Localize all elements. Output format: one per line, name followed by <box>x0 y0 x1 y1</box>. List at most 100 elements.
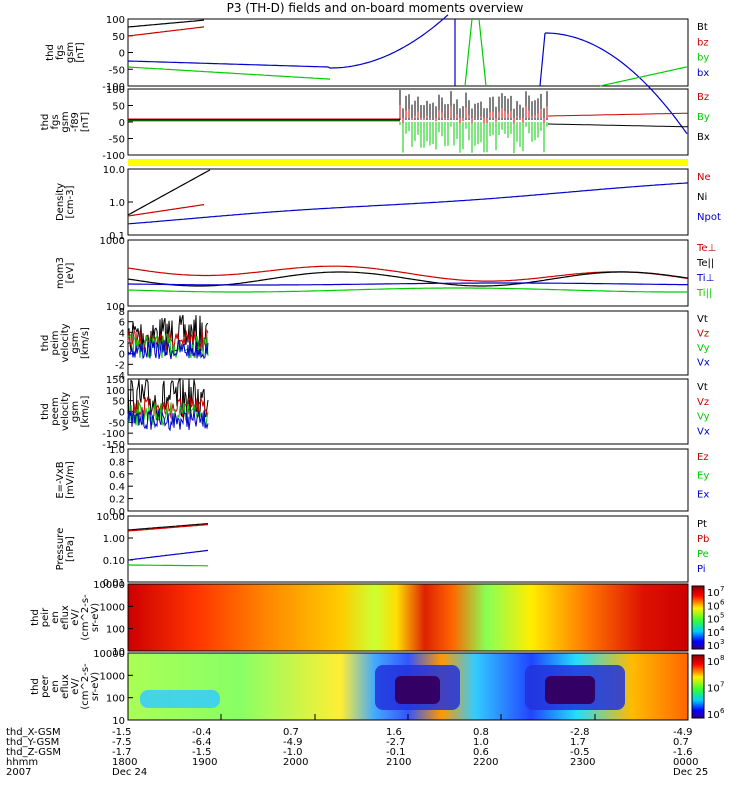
y-tick-label: 100 <box>106 15 125 26</box>
bottom-axis-value: 2100 <box>386 757 412 768</box>
y-tick-label: -100 <box>102 151 125 162</box>
y-tick-label: 10.00 <box>96 512 125 523</box>
y-axis-label: fgs <box>50 114 61 129</box>
legend-npot: Npot <box>697 212 721 223</box>
legend-ti: Ti|| <box>696 288 712 299</box>
bottom-axis-value: -0.5 <box>570 747 590 758</box>
legend-bz: Bz <box>697 92 709 103</box>
bottom-axis-value: 2300 <box>570 757 596 768</box>
y-axis-label: E=-VxB <box>55 461 66 498</box>
bottom-row-label: thd_Y-GSM <box>6 737 60 748</box>
y-axis-label: peer <box>40 674 51 698</box>
bx-line <box>127 14 449 69</box>
page-title: P3 (TH-D) fields and on-board moments ov… <box>226 1 524 15</box>
y-tick-label: 0.01 <box>103 578 125 589</box>
by-line-2 <box>599 66 689 87</box>
y-tick-label: -50 <box>109 65 125 76</box>
quality-flag-bar <box>128 159 688 166</box>
bottom-axis-value: -2.7 <box>386 737 406 748</box>
ti-par-line <box>127 287 688 293</box>
colorbar <box>691 654 705 719</box>
legend-bz: bz <box>697 37 709 48</box>
panel-frame <box>127 310 689 376</box>
y-tick-label: 1.0 <box>109 198 125 209</box>
colorbar-exponent: 6 <box>720 707 725 715</box>
panel-frame <box>127 583 689 652</box>
ni-line <box>127 169 211 216</box>
velocity-noise-i <box>127 339 209 360</box>
y-tick-label: 6 <box>119 318 125 329</box>
y-tick-label: 10.0 <box>103 165 125 176</box>
legend-ey: Ey <box>697 471 709 482</box>
y-axis-label: Density <box>55 183 66 221</box>
legend-vx: Vx <box>697 426 710 437</box>
y-axis-label: [nT] <box>80 112 91 132</box>
y-tick-label: -100 <box>102 429 125 440</box>
y-tick-label: 1.00 <box>103 534 125 545</box>
bottom-axis-value: 0.8 <box>473 727 489 738</box>
legend-ex: Ex <box>697 489 709 500</box>
y-tick-label: 0 <box>119 408 125 419</box>
bottom-row-label: thd_Z-GSM <box>6 747 61 758</box>
panel-frame <box>127 448 689 512</box>
legend-bx: Bx <box>697 132 710 143</box>
legend-vx: Vx <box>697 358 710 369</box>
y-axis-label: sr-eV) <box>90 603 101 632</box>
y-tick-label: 10 <box>112 716 125 727</box>
y-axis-label: [km/s] <box>80 327 91 359</box>
pe-line <box>128 564 208 567</box>
bz2-tail <box>548 112 688 117</box>
y-tick-label: 0 <box>119 49 125 60</box>
panel-5 <box>127 310 689 376</box>
y-axis-label: thd <box>30 609 41 626</box>
y-tick-label: 8 <box>119 307 125 318</box>
y-axis-label: [km/s] <box>80 395 91 427</box>
y-tick-label: 0.10 <box>103 556 125 567</box>
panel-8 <box>127 515 689 583</box>
legend-vz: Vz <box>697 329 709 340</box>
colorbar-exponent: 5 <box>720 612 724 620</box>
legend-pe: Pe <box>697 549 709 560</box>
bottom-axis-value: 1900 <box>192 757 218 768</box>
y-axis-label: (cm^2-s- <box>80 663 91 710</box>
panel-frame <box>127 515 689 583</box>
bottom-axis-value: 1.7 <box>570 737 586 748</box>
y-tick-label: 50 <box>112 397 125 408</box>
bt-line <box>127 19 205 28</box>
legend-te: Te|| <box>696 258 714 269</box>
pb-line <box>127 524 209 532</box>
y-tick-label: 100 <box>106 386 125 397</box>
y-axis-label: Pressure <box>55 528 66 571</box>
y-axis-label: [nPa] <box>65 536 76 562</box>
legend-te: Te⊥ <box>696 243 716 254</box>
colorbar-exponent: 7 <box>720 681 724 689</box>
y-tick-label: 0 <box>119 118 125 129</box>
y-tick-label: 10000 <box>93 649 125 660</box>
y-tick-label: 100 <box>106 85 125 96</box>
legend-bx: bx <box>697 68 709 79</box>
y-axis-label: eflux <box>60 605 71 630</box>
velocity-noise-e <box>127 408 209 432</box>
legend-pb: Pb <box>697 534 709 545</box>
bottom-axis-value: 2000 <box>283 757 309 768</box>
legend-bt: Bt <box>697 22 708 33</box>
bottom-row-label: 2007 <box>6 767 32 778</box>
y-axis-label: velocity <box>60 323 71 362</box>
bottom-axis-value: -0.4 <box>192 727 212 738</box>
y-tick-label: 2 <box>119 339 125 350</box>
y-axis-label: peim <box>50 330 61 355</box>
y-axis-label: en <box>50 680 61 693</box>
spectrogram <box>128 584 688 651</box>
legend-by: By <box>697 112 710 123</box>
y-tick-label: 50 <box>112 102 125 113</box>
bottom-axis-value: -4.9 <box>283 737 303 748</box>
panel-9 <box>127 583 705 652</box>
legend-ne: Ne <box>697 172 711 183</box>
pi-line <box>127 549 209 561</box>
bottom-axis-value: 0.7 <box>673 737 689 748</box>
panel-2 <box>127 88 689 156</box>
colorbar-exponent: 4 <box>720 625 725 633</box>
legend-vy: Vy <box>697 343 710 354</box>
panel-frame <box>127 239 689 307</box>
bottom-axis-value: -1.0 <box>283 747 303 758</box>
